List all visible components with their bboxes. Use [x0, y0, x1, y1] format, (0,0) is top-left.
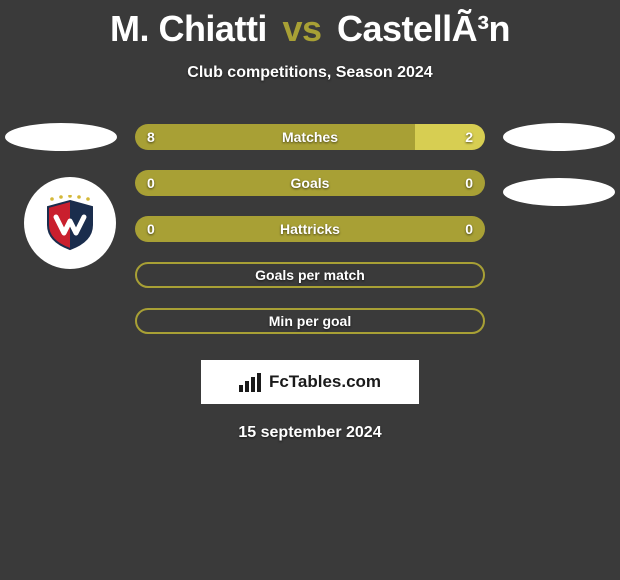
stat-label: Matches — [282, 129, 338, 145]
stat-right-value: 2 — [415, 124, 485, 150]
stat-bar-goals-per-match: Goals per match — [135, 262, 485, 288]
stat-left-value: 8 — [135, 124, 415, 150]
stat-label: Hattricks — [280, 221, 340, 237]
subtitle: Club competitions, Season 2024 — [0, 64, 620, 82]
vs-text: vs — [282, 8, 321, 49]
stat-bar-goals: 00Goals — [135, 170, 485, 196]
stat-left-value: 0 — [135, 170, 310, 196]
decor-ellipse-top-left — [5, 123, 117, 151]
stat-right-value: 0 — [310, 170, 485, 196]
date-text: 15 september 2024 — [0, 424, 620, 442]
stat-label: Goals per match — [255, 267, 365, 283]
player1-name: M. Chiatti — [110, 8, 267, 49]
decor-ellipse-bottom-right — [503, 178, 615, 206]
player2-name: CastellÃ³n — [337, 8, 510, 49]
shield-icon — [42, 195, 98, 251]
stat-bar-hattricks: 00Hattricks — [135, 216, 485, 242]
decor-ellipse-top-right — [503, 123, 615, 151]
stat-label: Goals — [291, 175, 330, 191]
bar-chart-icon — [239, 373, 261, 392]
comparison-title: M. Chiatti vs CastellÃ³n — [0, 0, 620, 50]
stat-bar-min-per-goal: Min per goal — [135, 308, 485, 334]
stat-label: Min per goal — [269, 313, 351, 329]
fctables-logo: FcTables.com — [201, 360, 419, 404]
stat-bar-matches: 82 Matches — [135, 124, 485, 150]
logo-text: FcTables.com — [269, 372, 381, 392]
team-badge — [24, 177, 116, 269]
